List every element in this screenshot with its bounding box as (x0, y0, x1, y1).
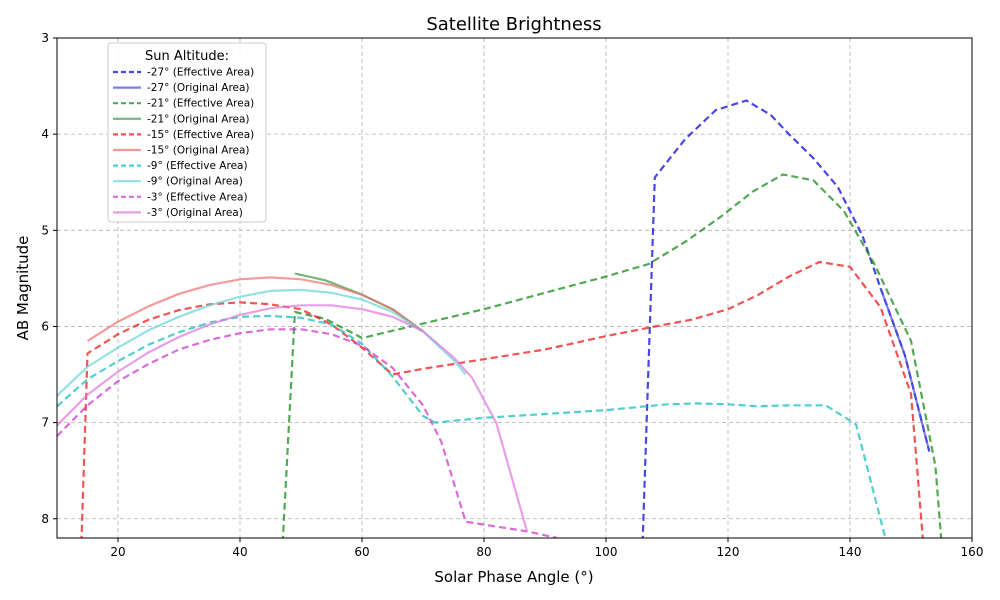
series-line (57, 328, 558, 538)
x-tick-label: 100 (595, 545, 618, 559)
legend-label: -27° (Original Area) (147, 82, 250, 94)
x-tick-label: 120 (717, 545, 740, 559)
series-line (80, 260, 924, 538)
series-line (86, 276, 424, 342)
y-tick-label: 8 (41, 512, 49, 526)
x-tick-label: 140 (839, 545, 862, 559)
legend: Sun Altitude: -27° (Effective Area) -27° … (107, 42, 267, 223)
axes: 20 40 60 80 100 120 140 160 3 4 5 6 7 8 (41, 31, 983, 559)
legend-label: -21° (Original Area) (147, 113, 250, 125)
y-tick-label: 7 (41, 416, 49, 430)
y-axis-label: AB Magnitude (14, 236, 32, 341)
x-tick-label: 160 (961, 545, 984, 559)
legend-title: Sun Altitude: (145, 49, 229, 64)
series-line (281, 173, 943, 538)
y-tick-label: 4 (41, 127, 49, 141)
plot-frame (56, 37, 973, 539)
series-line (57, 314, 887, 538)
chart-title: Satellite Brightness (426, 14, 601, 35)
legend-label: -3° (Effective Area) (147, 191, 248, 203)
x-axis-label: Solar Phase Angle (°) (434, 568, 593, 586)
legend-label: -15° (Original Area) (147, 145, 250, 157)
y-tick-label: 5 (41, 223, 49, 237)
legend-label: -3° (Original Area) (147, 207, 243, 219)
y-tick-label: 6 (41, 319, 49, 333)
series-line (641, 99, 931, 538)
legend-label: -15° (Effective Area) (147, 129, 254, 141)
legend-label: -9° (Original Area) (147, 176, 243, 188)
x-tick-label: 60 (354, 545, 369, 559)
legend-label: -9° (Effective Area) (147, 160, 248, 172)
series-line (879, 287, 931, 452)
x-tick-label: 40 (232, 545, 247, 559)
legend-label: -27° (Effective Area) (147, 67, 254, 79)
x-tick-label: 20 (110, 545, 125, 559)
legend-box (107, 42, 267, 223)
legend-label: -21° (Effective Area) (147, 98, 254, 110)
series-line (57, 288, 467, 397)
series-lines (57, 99, 943, 538)
y-tick-label: 3 (41, 31, 49, 45)
x-tick-label: 80 (476, 545, 491, 559)
series-line (57, 304, 528, 531)
